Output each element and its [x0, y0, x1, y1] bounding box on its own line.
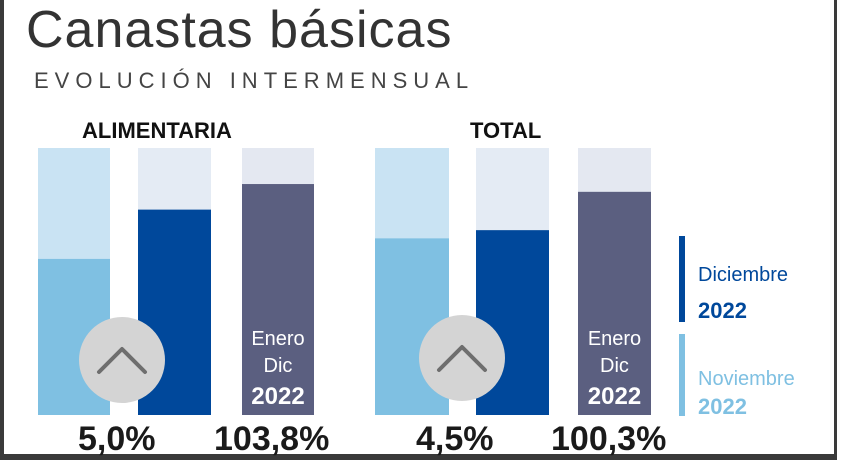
legend-label-diciembre: Diciembre: [698, 264, 789, 286]
group-title-total: TOTAL: [470, 118, 542, 143]
legend-year-diciembre: 2022: [698, 298, 747, 323]
page-title: Canastas básicas: [26, 1, 453, 59]
annual-label-line1-total: Enero: [588, 328, 641, 350]
legend-label-noviembre: Noviembre: [698, 368, 795, 390]
frame-right-border: [834, 0, 837, 460]
group-title-alimentaria: ALIMENTARIA: [82, 118, 232, 143]
chevron-up-circle-alimentaria: [79, 317, 165, 403]
annual-label-year-alimentaria: 2022: [251, 383, 304, 410]
chevron-up-circle-total: [419, 315, 505, 401]
legend-swatch-noviembre: [679, 334, 685, 416]
annual-label-year-total: 2022: [588, 383, 641, 410]
chevron-up-icon: [97, 347, 147, 374]
monthly-variation-alimentaria: 5,0%: [78, 420, 156, 458]
legend-swatch-diciembre: [679, 236, 685, 322]
frame-bottom-border: [0, 454, 837, 460]
annual-variation-alimentaria: 103,8%: [214, 420, 330, 458]
bar-alimentaria-annual: [242, 184, 314, 415]
legend-year-noviembre: 2022: [698, 394, 747, 419]
annual-variation-total: 100,3%: [551, 420, 667, 458]
page-subtitle: EVOLUCIÓN INTERMENSUAL: [34, 68, 475, 93]
bar-total-annual: [578, 191, 651, 415]
chevron-up-icon: [437, 345, 487, 372]
annual-label-line2-alimentaria: Dic: [264, 355, 293, 377]
frame-left-border: [0, 0, 4, 460]
monthly-variation-total: 4,5%: [416, 420, 494, 458]
annual-label-line1-alimentaria: Enero: [251, 328, 304, 350]
annual-label-line2-total: Dic: [600, 355, 629, 377]
